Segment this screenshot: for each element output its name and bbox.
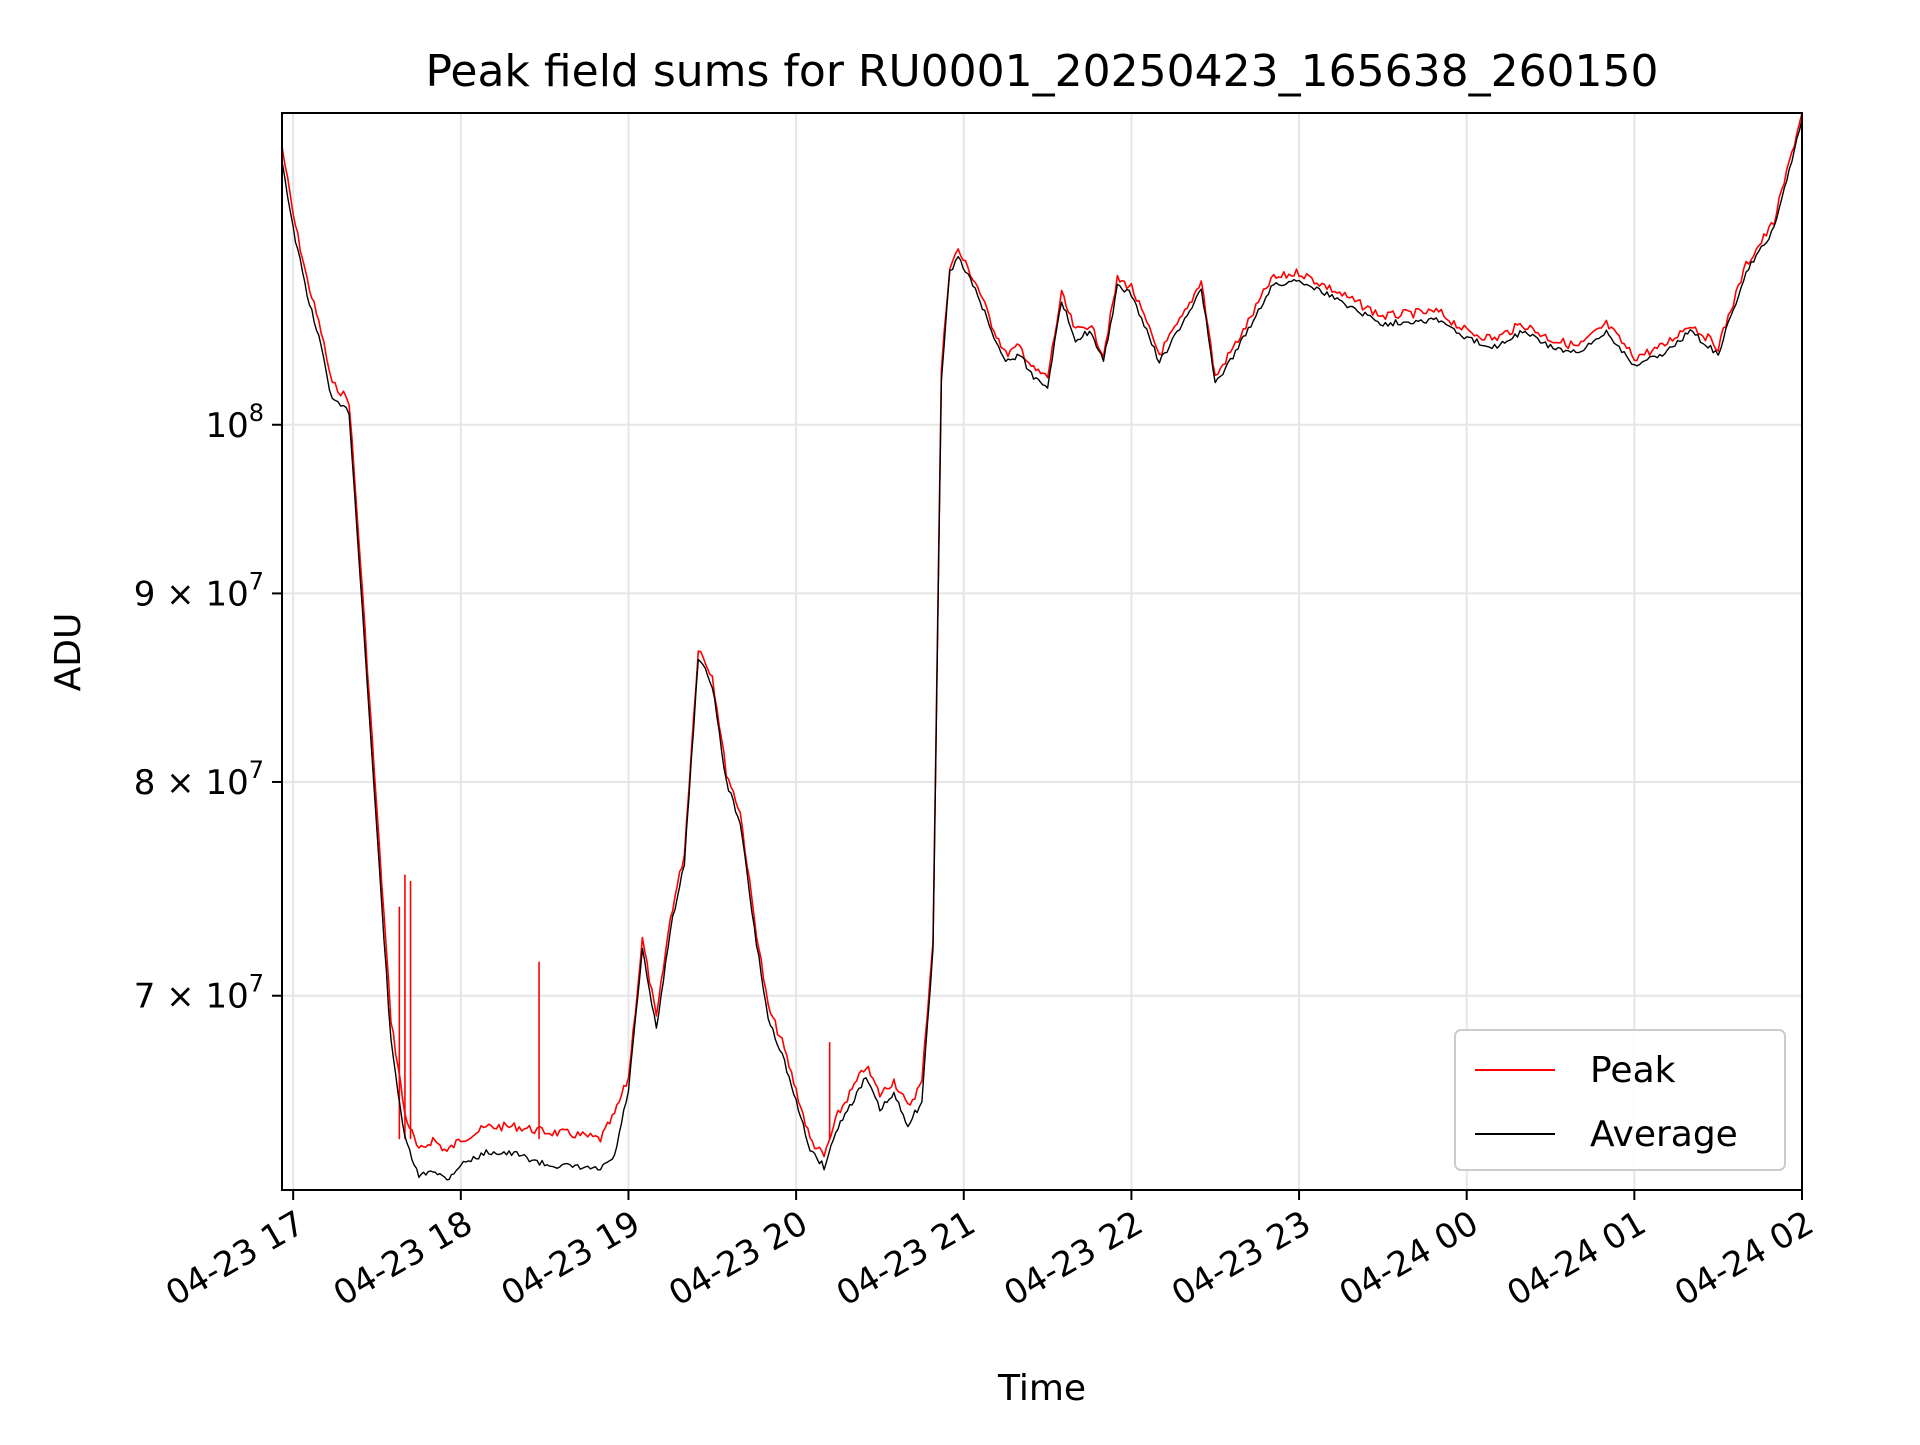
y-tick-exponent: 7 <box>249 970 264 998</box>
y-tick-exponent: 8 <box>249 399 264 427</box>
x-axis-label: Time <box>997 1368 1086 1409</box>
y-tick-label: 8 × 107 <box>134 756 264 803</box>
legend: Peak Average <box>1454 1029 1786 1171</box>
y-tick-label: 9 × 107 <box>134 567 264 614</box>
y-tick-label: 108 <box>205 399 264 446</box>
legend-label-peak: Peak <box>1590 1050 1676 1091</box>
y-tick-base: 10 <box>205 406 248 446</box>
y-tick-exponent: 7 <box>249 567 264 595</box>
y-axis-label: ADU <box>48 613 89 692</box>
y-tick-base: 10 <box>205 763 248 803</box>
series-line-peak <box>282 113 1802 1158</box>
y-tick-exponent: 7 <box>249 756 264 784</box>
plot-area <box>282 113 1802 1181</box>
legend-label-average: Average <box>1590 1114 1738 1155</box>
plot-frame <box>281 112 1803 1191</box>
y-tick-mantissa: 8 × <box>134 763 206 803</box>
y-tick-label: 7 × 107 <box>134 970 264 1017</box>
chart-title: Peak field sums for RU0001_20250423_1656… <box>425 46 1658 97</box>
series-line-average <box>282 119 1802 1181</box>
y-tick-mantissa: 9 × <box>134 574 206 614</box>
y-tick-base: 10 <box>205 574 248 614</box>
series-layer <box>282 113 1802 1181</box>
y-tick-base: 10 <box>205 977 248 1017</box>
y-tick-mantissa: 7 × <box>134 977 206 1017</box>
